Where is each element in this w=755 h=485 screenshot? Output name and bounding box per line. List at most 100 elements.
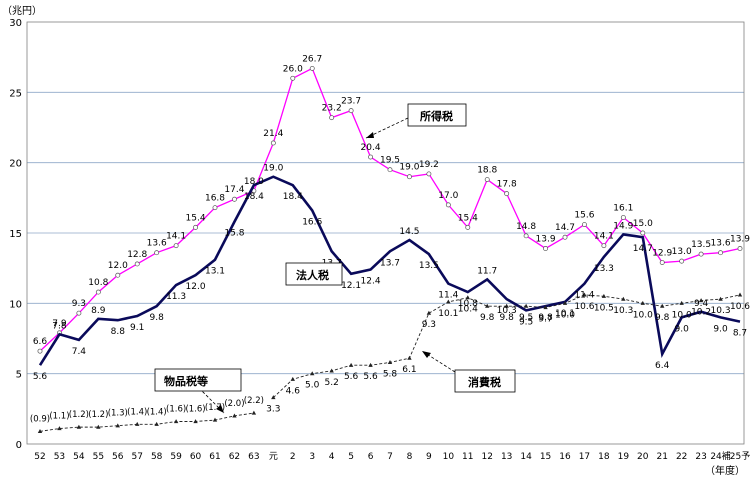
data-label: 9.4 xyxy=(694,299,709,309)
y-tick-label: 5 xyxy=(16,370,22,381)
x-tick-label: 11 xyxy=(462,452,473,462)
point-marker xyxy=(406,174,412,180)
data-label: 9.8 xyxy=(655,313,670,323)
x-tick-label: 7 xyxy=(387,452,393,462)
point-marker xyxy=(329,368,334,373)
plot-area xyxy=(26,21,745,445)
x-tick-label: 52 xyxy=(34,452,45,462)
point-marker xyxy=(173,419,179,424)
x-tick-label: 57 xyxy=(131,452,142,462)
point-marker xyxy=(348,362,354,367)
point-marker xyxy=(231,196,237,202)
callout-buppin: 物品税等 xyxy=(154,368,242,414)
point-marker xyxy=(737,246,743,251)
data-label: 14.8 xyxy=(516,222,536,232)
data-label: 12.1 xyxy=(341,281,361,291)
x-tick-label: 元 xyxy=(269,452,278,462)
point-marker xyxy=(446,299,451,304)
x-tick-label: 5 xyxy=(348,452,354,462)
point-marker xyxy=(679,258,685,264)
point-marker xyxy=(601,243,607,249)
point-marker xyxy=(523,303,529,308)
x-unit-label: （年度） xyxy=(705,464,745,477)
data-label: (1.4) xyxy=(147,407,167,417)
data-label: 14.1 xyxy=(594,232,614,242)
data-label: 13.7 xyxy=(380,258,400,268)
x-tick-label: 16 xyxy=(559,452,571,462)
callout-hojin-label: 法人税 xyxy=(296,268,329,282)
point-marker xyxy=(718,250,724,256)
data-label: 15.4 xyxy=(186,213,206,223)
x-tick-label: 4 xyxy=(329,452,335,462)
x-tick-label: 14 xyxy=(520,452,532,462)
x-tick-label: 10 xyxy=(443,452,455,462)
point-marker xyxy=(465,224,471,230)
point-marker xyxy=(95,289,101,295)
data-label: (2.0) xyxy=(224,399,244,409)
data-label: 9.8 xyxy=(480,313,495,323)
callout-shotoku-label: 所得税 xyxy=(420,109,453,123)
x-tick-label: 63 xyxy=(248,452,259,462)
data-label: 7.4 xyxy=(72,347,87,357)
data-label: 5.8 xyxy=(383,369,398,379)
point-marker xyxy=(504,303,509,308)
point-marker xyxy=(76,310,82,316)
point-marker xyxy=(543,246,549,251)
data-label: 8.9 xyxy=(91,306,106,316)
data-label: 13.9 xyxy=(536,234,556,244)
point-marker xyxy=(387,167,393,173)
x-tick-label: 54 xyxy=(73,452,85,462)
data-label: (1.2) xyxy=(69,410,89,420)
point-marker xyxy=(368,154,374,160)
point-marker xyxy=(76,424,82,429)
data-label: 9.3 xyxy=(422,320,436,330)
point-marker xyxy=(660,303,665,308)
data-label: 9.0 xyxy=(713,324,728,334)
x-tick-label: 53 xyxy=(54,452,65,462)
callout-shotoku: 所得税 xyxy=(365,103,467,139)
data-label: 12.9 xyxy=(652,249,672,259)
data-label: 6.6 xyxy=(33,337,48,347)
data-label: 5.0 xyxy=(305,381,320,391)
point-marker xyxy=(407,355,412,360)
point-marker xyxy=(37,428,43,433)
point-marker xyxy=(212,205,218,211)
x-tick-label: 13 xyxy=(501,452,512,462)
callout-buppin-label: 物品税等 xyxy=(164,374,208,388)
data-label: 5.2 xyxy=(325,378,339,388)
data-label: 13.3 xyxy=(594,264,614,274)
x-tick-label: 21 xyxy=(656,452,667,462)
data-label: 19.0 xyxy=(399,163,419,173)
data-label: 19.2 xyxy=(419,160,439,170)
x-tick-label: 22 xyxy=(676,452,687,462)
data-label: 17.4 xyxy=(224,185,244,195)
x-tick-label: 19 xyxy=(618,452,630,462)
point-marker xyxy=(737,292,743,297)
data-label: 9.0 xyxy=(675,324,690,334)
data-label: 10.0 xyxy=(672,310,692,320)
y-tick-label: 25 xyxy=(9,88,22,99)
x-tick-label: 23 xyxy=(695,452,706,462)
data-label: 11.3 xyxy=(166,292,186,302)
x-tick-label: 20 xyxy=(637,452,649,462)
data-label: 6.4 xyxy=(655,361,670,371)
x-tick-label: 15 xyxy=(540,452,551,462)
point-marker xyxy=(601,293,607,298)
data-label: 10.6 xyxy=(730,302,750,312)
data-label: 10.2 xyxy=(691,308,711,318)
x-tick-label: 8 xyxy=(407,452,413,462)
data-label: 9.3 xyxy=(72,299,86,309)
data-label: 18.4 xyxy=(283,192,303,202)
point-marker xyxy=(154,421,159,426)
point-marker xyxy=(718,296,723,301)
data-label: 18.4 xyxy=(244,192,264,202)
data-label: 15.0 xyxy=(633,219,653,229)
data-label: 21.4 xyxy=(263,129,283,139)
data-label: 17.8 xyxy=(497,180,517,190)
data-label: 13.1 xyxy=(205,267,225,277)
x-tick-label: 2 xyxy=(290,452,296,462)
point-marker xyxy=(484,177,490,182)
data-label: 14.1 xyxy=(166,232,186,242)
